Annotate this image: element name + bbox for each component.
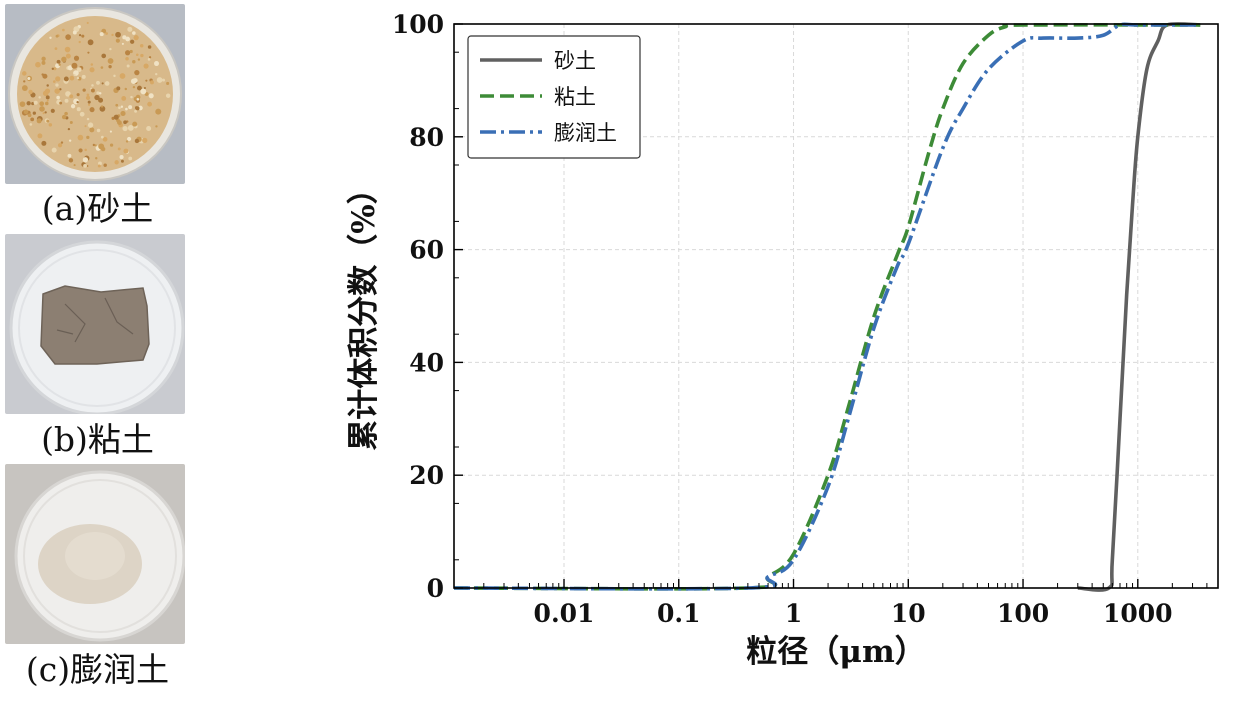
y-tick-label: 0 <box>427 574 444 603</box>
series-line-0 <box>1077 22 1201 592</box>
legend-box <box>467 35 641 159</box>
legend-label: 粘土 <box>554 85 596 109</box>
plot-frame <box>453 23 1219 589</box>
sand-sample-photo <box>5 4 185 184</box>
bentonite-caption: (c)膨润土 <box>25 650 170 689</box>
cumulative-volume-chart: 0.01 0.1 1 10 100 1000 0 20 40 60 80 100 粒径（μm） 累计体… <box>346 10 1219 670</box>
x-tick-label: 100 <box>997 599 1049 628</box>
x-tick-label: 1 <box>785 599 802 628</box>
y-tick-label: 20 <box>409 461 444 490</box>
bentonite-sample-photo <box>5 464 185 644</box>
x-axis-title: 粒径（μm） <box>746 634 926 670</box>
y-tick-label: 40 <box>409 348 444 377</box>
y-axis-title: 累计体积分数（%） <box>346 173 382 450</box>
clay-sample-photo <box>5 234 185 414</box>
sand-caption: (a)砂土 <box>41 189 154 228</box>
x-tick-label: 0.1 <box>657 599 701 628</box>
tick-labels: 0.01 0.1 1 10 100 1000 0 20 40 60 80 100 <box>392 10 1173 628</box>
series-line-2 <box>453 22 1201 591</box>
clay-caption: (b)粘土 <box>41 420 154 459</box>
y-tick-label: 60 <box>409 236 444 265</box>
legend-label: 砂土 <box>554 49 596 73</box>
legend-label: 膨润土 <box>554 121 617 145</box>
x-tick-label: 0.01 <box>534 599 595 628</box>
x-tick-label: 1000 <box>1103 599 1173 628</box>
x-tick-label: 10 <box>891 599 926 628</box>
axis-ticks <box>454 23 1219 589</box>
y-tick-label: 80 <box>409 123 444 152</box>
sample-photos-panel: (a)砂土 (b)粘土 (c)膨润土 <box>0 0 195 704</box>
series-lines <box>453 22 1201 592</box>
y-tick-label: 100 <box>392 10 444 39</box>
